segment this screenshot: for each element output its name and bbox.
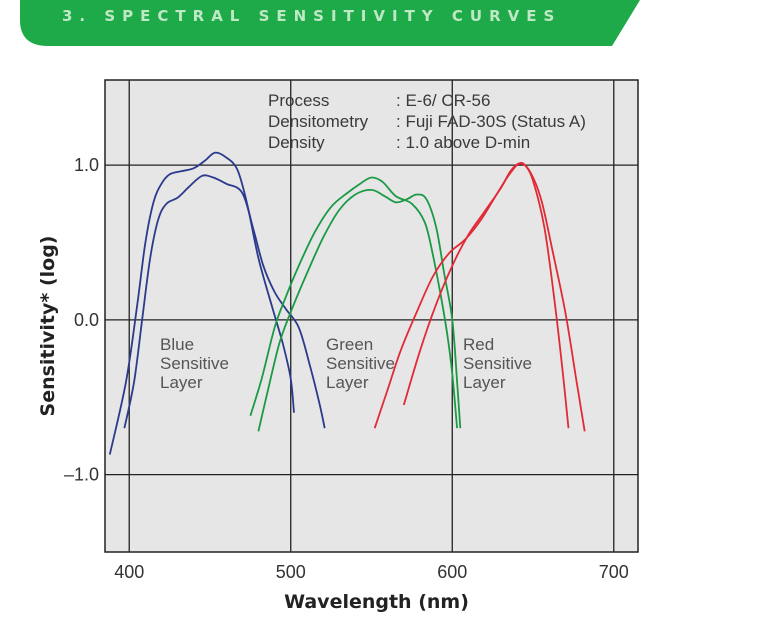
layer-label-line: Layer [463,373,506,392]
layer-labels: BlueSensitiveLayerGreenSensitiveLayerRed… [160,335,532,392]
layer-label-line: Blue [160,335,194,354]
grid-lines [105,80,638,552]
x-tick-label: 600 [437,562,467,582]
condition-value: : Fuji FAD-30S (Status A) [396,112,586,131]
sensitivity-curves [108,151,586,455]
sensitivity-curve [257,188,462,432]
header-banner-shape [20,0,640,46]
layer-label-line: Green [326,335,373,354]
condition-label: Density [268,133,325,152]
x-tick-label: 700 [599,562,629,582]
x-tick-label: 500 [276,562,306,582]
x-tick-label: 400 [114,562,144,582]
header-banner [20,0,640,46]
sensitivity-curve [249,176,458,429]
sensitivity-curve [373,162,586,432]
condition-value: : 1.0 above D-min [396,133,530,152]
layer-label-line: Sensitive [326,354,395,373]
layer-label-line: Red [463,335,494,354]
condition-value: : E-6/ CR-56 [396,91,490,110]
x-axis-title: Wavelength (nm) [284,591,469,613]
section-title: 3. SPECTRAL SENSITIVITY CURVES [62,7,562,25]
sensitivity-curve [402,161,570,429]
condition-label: Process [268,91,329,110]
measurement-conditions: Process : E-6/ CR-56 Densitometry : Fuji FA… [268,91,586,152]
layer-label-line: Sensitive [160,354,229,373]
y-axis-title: Sensitivity* (log) [37,236,59,417]
sensitivity-curve [123,174,326,429]
tick-labels: 400 500 600 700 1.0 0.0 –1.0 [64,155,629,582]
y-tick-label: 0.0 [74,310,99,330]
y-tick-label: 1.0 [74,155,99,175]
layer-label-line: Layer [160,373,203,392]
y-tick-label: –1.0 [64,465,99,485]
plot-area [104,79,639,553]
condition-label: Densitometry [268,112,369,131]
layer-label-line: Sensitive [463,354,532,373]
sensitivity-curve [108,151,295,455]
layer-label-line: Layer [326,373,369,392]
